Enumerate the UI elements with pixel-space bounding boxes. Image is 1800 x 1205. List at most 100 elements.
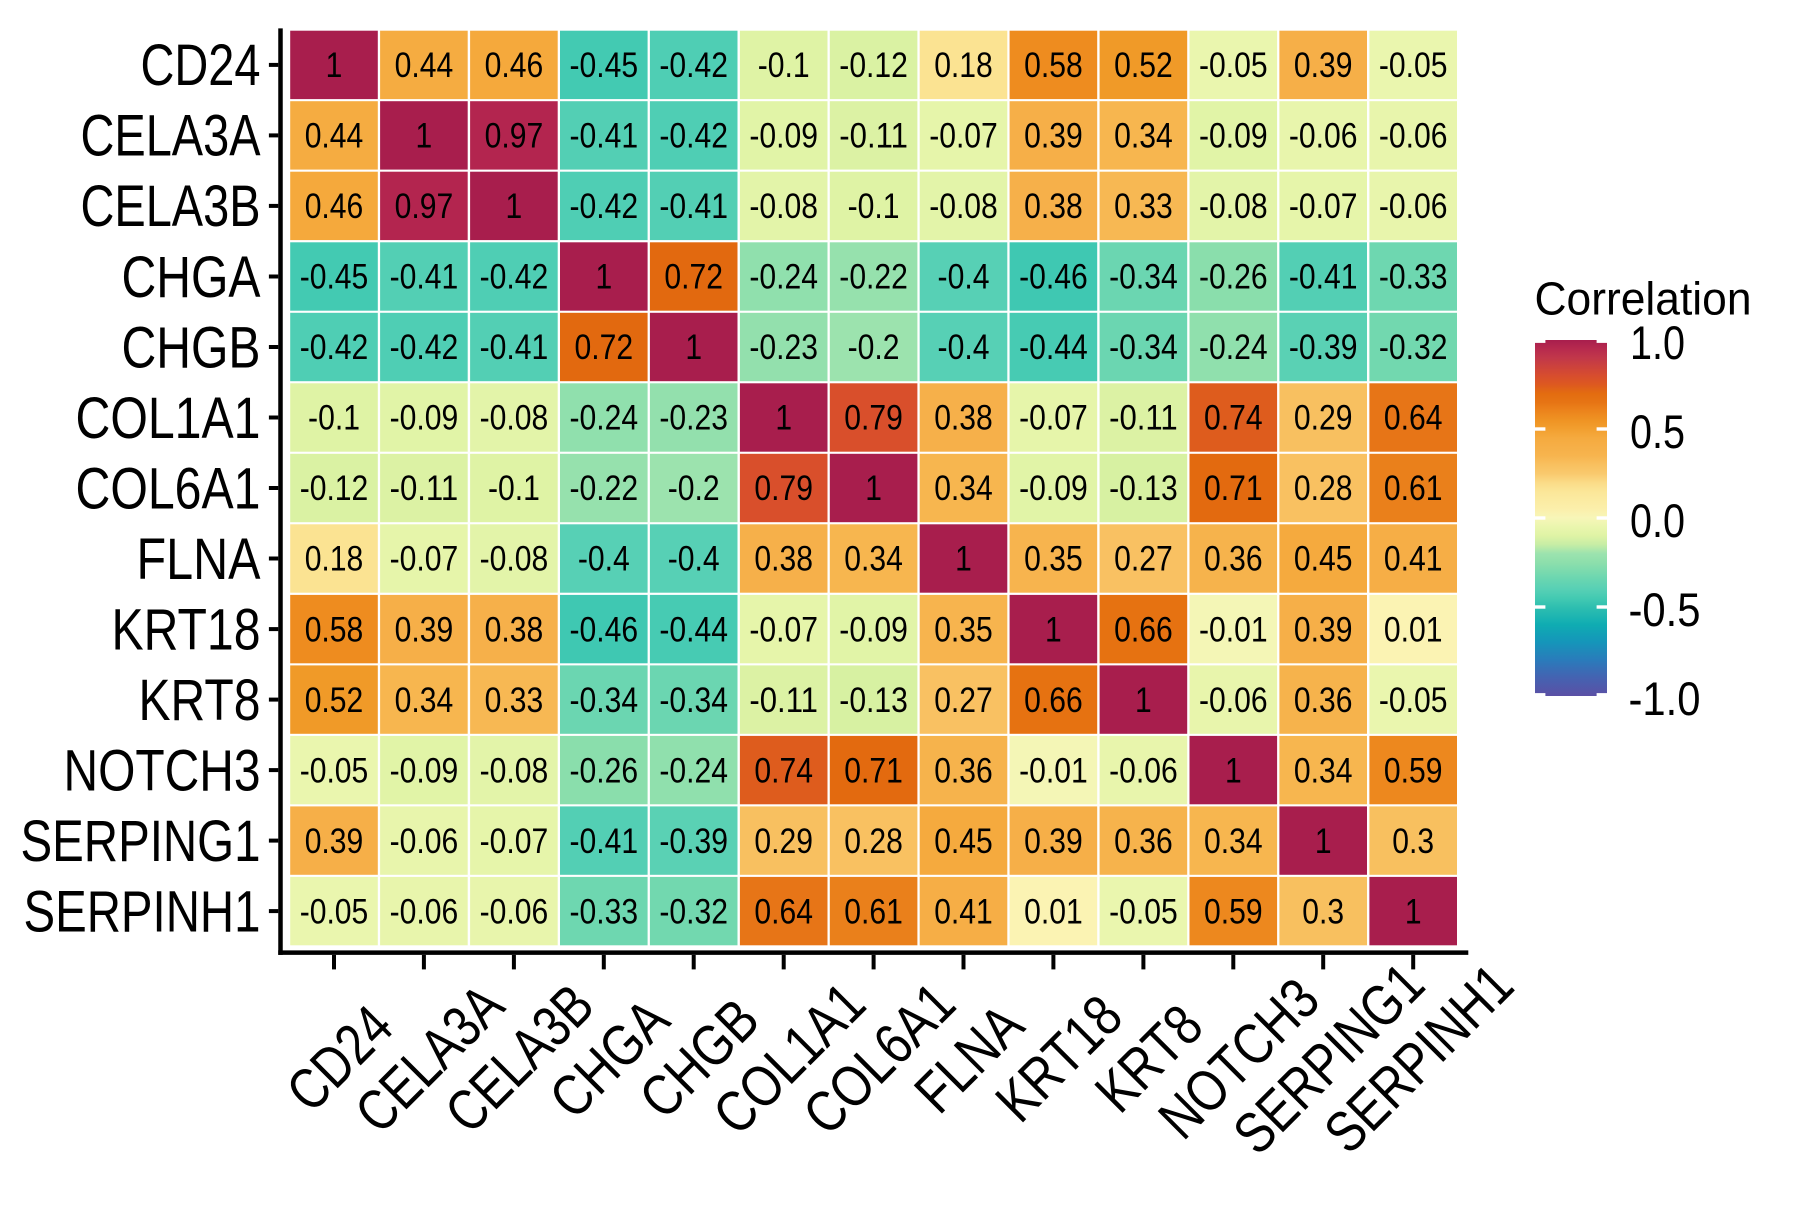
svg-text:0.18: 0.18 — [934, 46, 993, 85]
svg-text:0.3: 0.3 — [1392, 822, 1434, 861]
svg-text:1: 1 — [506, 187, 523, 226]
svg-text:0.79: 0.79 — [754, 469, 813, 508]
svg-text:-0.11: -0.11 — [390, 469, 459, 508]
svg-text:0.39: 0.39 — [1024, 822, 1083, 861]
svg-text:-0.26: -0.26 — [570, 751, 639, 790]
svg-text:-0.22: -0.22 — [839, 258, 908, 297]
svg-text:1: 1 — [1045, 610, 1062, 649]
svg-text:-0.05: -0.05 — [1379, 681, 1448, 720]
svg-text:-0.13: -0.13 — [839, 681, 908, 720]
svg-text:0.29: 0.29 — [1294, 399, 1353, 438]
svg-text:-0.23: -0.23 — [659, 399, 728, 438]
svg-text:-0.08: -0.08 — [480, 751, 549, 790]
svg-text:0.46: 0.46 — [305, 187, 364, 226]
svg-text:0.39: 0.39 — [1294, 610, 1353, 649]
svg-text:-0.06: -0.06 — [1379, 187, 1448, 226]
svg-text:0.41: 0.41 — [934, 892, 993, 931]
svg-text:-0.1: -0.1 — [758, 46, 810, 85]
svg-text:-0.4: -0.4 — [578, 540, 630, 579]
svg-text:-0.42: -0.42 — [659, 46, 728, 85]
svg-text:1: 1 — [955, 540, 972, 579]
svg-text:0.01: 0.01 — [1384, 610, 1443, 649]
svg-text:-0.06: -0.06 — [480, 892, 549, 931]
svg-text:-0.24: -0.24 — [570, 399, 639, 438]
svg-text:1: 1 — [775, 399, 792, 438]
svg-text:0.29: 0.29 — [754, 822, 813, 861]
svg-text:0.0: 0.0 — [1630, 495, 1685, 548]
svg-text:0.64: 0.64 — [1384, 399, 1443, 438]
svg-text:-0.09: -0.09 — [1019, 469, 1088, 508]
svg-text:-0.07: -0.07 — [1289, 187, 1358, 226]
svg-text:0.38: 0.38 — [485, 610, 544, 649]
svg-text:-0.08: -0.08 — [480, 540, 549, 579]
svg-text:0.52: 0.52 — [305, 681, 364, 720]
svg-text:0.58: 0.58 — [1024, 46, 1083, 85]
svg-text:0.36: 0.36 — [934, 751, 993, 790]
svg-text:SERPING1: SERPING1 — [21, 809, 261, 874]
svg-text:0.27: 0.27 — [934, 681, 993, 720]
svg-text:0.61: 0.61 — [1384, 469, 1443, 508]
svg-text:-0.41: -0.41 — [659, 187, 728, 226]
svg-text:-0.12: -0.12 — [839, 46, 908, 85]
svg-text:-0.06: -0.06 — [1199, 681, 1268, 720]
svg-text:FLNA: FLNA — [137, 527, 261, 592]
svg-text:-1.0: -1.0 — [1629, 673, 1701, 726]
svg-text:-0.24: -0.24 — [659, 751, 728, 790]
svg-text:0.97: 0.97 — [485, 117, 544, 156]
svg-text:0.46: 0.46 — [485, 46, 544, 85]
svg-text:0.36: 0.36 — [1204, 540, 1263, 579]
svg-text:-0.06: -0.06 — [1109, 751, 1178, 790]
svg-text:0.33: 0.33 — [485, 681, 544, 720]
svg-text:0.36: 0.36 — [1114, 822, 1173, 861]
svg-text:COL6A1: COL6A1 — [76, 456, 261, 521]
svg-text:0.52: 0.52 — [1114, 46, 1173, 85]
svg-text:-0.4: -0.4 — [938, 328, 990, 367]
svg-text:0.5: 0.5 — [1630, 406, 1685, 459]
svg-text:1: 1 — [685, 328, 702, 367]
svg-text:0.34: 0.34 — [844, 540, 903, 579]
svg-text:CELA3A: CELA3A — [81, 104, 261, 169]
svg-text:SERPINH1: SERPINH1 — [24, 879, 261, 944]
svg-text:0.39: 0.39 — [395, 610, 454, 649]
svg-text:-0.09: -0.09 — [749, 117, 818, 156]
svg-text:COL1A1: COL1A1 — [76, 386, 261, 451]
svg-text:0.71: 0.71 — [1204, 469, 1263, 508]
svg-text:CD24: CD24 — [141, 33, 261, 98]
svg-text:-0.32: -0.32 — [659, 892, 728, 931]
svg-text:-0.09: -0.09 — [839, 610, 908, 649]
svg-text:0.44: 0.44 — [395, 46, 454, 85]
svg-text:-0.05: -0.05 — [1199, 46, 1268, 85]
svg-text:-0.24: -0.24 — [749, 258, 818, 297]
svg-text:-0.42: -0.42 — [659, 117, 728, 156]
svg-text:1: 1 — [1225, 751, 1242, 790]
svg-text:-0.13: -0.13 — [1109, 469, 1178, 508]
svg-text:-0.45: -0.45 — [300, 258, 369, 297]
svg-text:0.18: 0.18 — [305, 540, 364, 579]
svg-text:0.45: 0.45 — [934, 822, 993, 861]
svg-text:0.74: 0.74 — [754, 751, 813, 790]
svg-text:0.33: 0.33 — [1114, 187, 1173, 226]
svg-text:-0.41: -0.41 — [480, 328, 549, 367]
svg-text:0.97: 0.97 — [395, 187, 454, 226]
svg-text:-0.44: -0.44 — [1019, 328, 1088, 367]
svg-text:-0.4: -0.4 — [938, 258, 990, 297]
svg-text:KRT18: KRT18 — [112, 597, 261, 662]
svg-text:NOTCH3: NOTCH3 — [64, 738, 261, 803]
svg-text:-0.1: -0.1 — [488, 469, 540, 508]
svg-text:-0.39: -0.39 — [659, 822, 728, 861]
svg-text:1: 1 — [1135, 681, 1152, 720]
svg-text:-0.06: -0.06 — [1289, 117, 1358, 156]
svg-text:-0.07: -0.07 — [390, 540, 459, 579]
svg-text:-0.09: -0.09 — [1199, 117, 1268, 156]
svg-text:-0.09: -0.09 — [390, 399, 459, 438]
svg-text:-0.05: -0.05 — [300, 892, 369, 931]
svg-text:-0.07: -0.07 — [749, 610, 818, 649]
svg-text:0.74: 0.74 — [1204, 399, 1263, 438]
svg-text:-0.11: -0.11 — [839, 117, 908, 156]
svg-text:-0.07: -0.07 — [1019, 399, 1088, 438]
svg-text:-0.42: -0.42 — [390, 328, 459, 367]
svg-text:-0.33: -0.33 — [1379, 258, 1448, 297]
svg-text:0.41: 0.41 — [1384, 540, 1443, 579]
svg-text:0.38: 0.38 — [754, 540, 813, 579]
svg-text:1: 1 — [595, 258, 612, 297]
